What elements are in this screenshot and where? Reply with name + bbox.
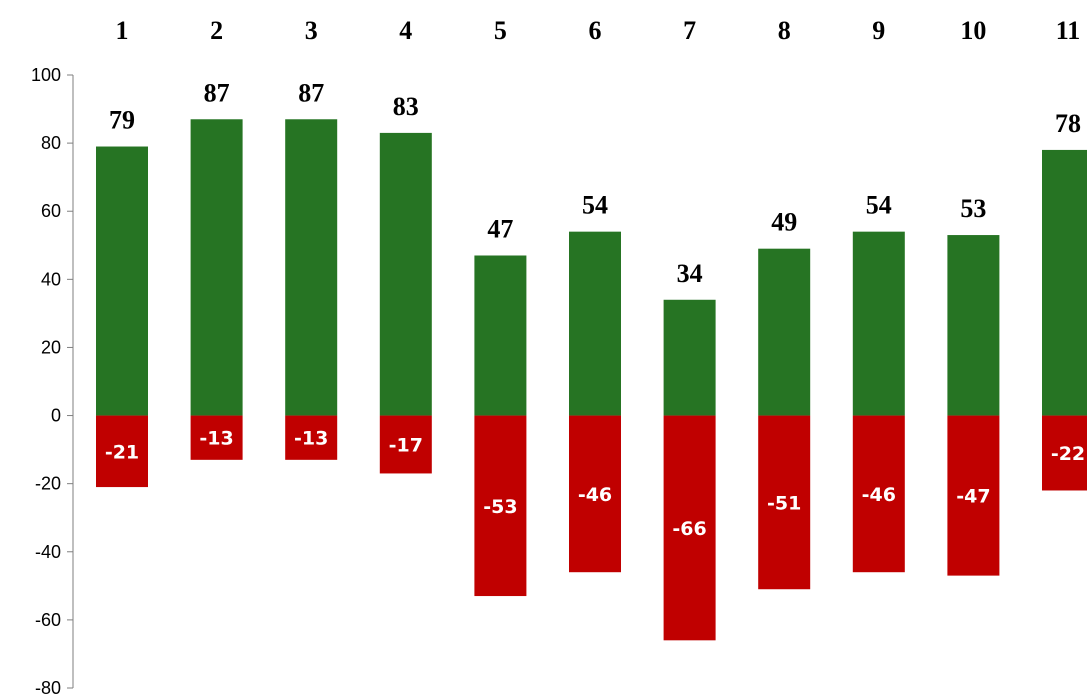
negative-bar: [474, 415, 527, 597]
positive-value-label: 87: [204, 78, 230, 107]
y-tick-label: -80: [35, 678, 61, 695]
positive-bar: [190, 119, 243, 416]
y-tick-label: 80: [41, 133, 61, 153]
positive-value-label: 54: [866, 191, 892, 220]
y-tick-label: -40: [35, 542, 61, 562]
positive-bar: [852, 231, 905, 416]
positive-bar: [758, 248, 811, 416]
positive-bar: [947, 235, 1000, 416]
positive-bar: [474, 255, 527, 416]
negative-bar: [190, 415, 243, 460]
bars: [96, 119, 1087, 641]
y-axis: 100 80 60 40 20 0 -20 -40 -60 -80: [31, 65, 74, 695]
positive-bar: [96, 146, 148, 416]
positive-bar: [569, 231, 621, 416]
positive-bar: [663, 299, 716, 416]
category-label: 1: [116, 16, 129, 45]
positive-value-label: 54: [582, 191, 608, 220]
positive-value-label: 53: [960, 194, 986, 223]
negative-bar: [758, 415, 811, 590]
y-tick-label: 40: [41, 269, 61, 289]
positive-value-label: 47: [487, 214, 513, 243]
negative-value-label: -51: [767, 492, 801, 514]
data-labels: 79 -21 87 -13 87 -13 83 -17 47 -53 54 -46 34 -66 49 -51…: [105, 78, 1085, 540]
negative-bar: [96, 415, 148, 488]
positive-value-label: 83: [393, 92, 419, 121]
category-label: 2: [210, 16, 223, 45]
positive-value-label: 49: [771, 208, 797, 237]
negative-bar: [663, 415, 716, 641]
y-tick-label: 20: [41, 337, 61, 357]
y-tick-label: 100: [31, 65, 61, 85]
positive-bar: [379, 132, 432, 416]
negative-bar: [379, 415, 432, 474]
negative-value-label: -47: [956, 486, 990, 508]
category-labels: 1 2 3 4 5 6 7 8 9 10 11: [116, 16, 1081, 45]
y-tick-label: -20: [35, 474, 61, 494]
negative-bar: [285, 415, 338, 460]
y-tick-label: -60: [35, 610, 61, 630]
positive-bar: [285, 119, 338, 416]
category-label: 6: [589, 16, 602, 45]
positive-value-label: 78: [1055, 109, 1081, 138]
category-label: 11: [1056, 16, 1081, 45]
category-label: 9: [872, 16, 885, 45]
negative-value-label: -13: [199, 428, 233, 450]
negative-bar: [1042, 415, 1087, 491]
positive-value-label: 79: [109, 106, 135, 135]
category-label: 5: [494, 16, 507, 45]
negative-value-label: -21: [105, 441, 139, 463]
negative-value-label: -13: [294, 428, 328, 450]
category-label: 8: [778, 16, 791, 45]
negative-bar: [852, 415, 905, 573]
negative-value-label: -17: [389, 435, 423, 457]
y-tick-label: 0: [51, 406, 61, 426]
negative-value-label: -46: [862, 484, 896, 506]
negative-bar: [569, 415, 621, 573]
category-label: 10: [960, 16, 986, 45]
positive-value-label: 87: [298, 78, 324, 107]
negative-bar: [947, 415, 1000, 576]
negative-value-label: -46: [578, 484, 612, 506]
category-label: 7: [683, 16, 696, 45]
negative-value-label: -22: [1051, 443, 1085, 465]
y-tick-label: 60: [41, 201, 61, 221]
positive-bar: [1042, 149, 1087, 416]
negative-value-label: -66: [672, 518, 706, 540]
positive-value-label: 34: [677, 259, 703, 288]
category-label: 4: [399, 16, 412, 45]
negative-value-label: -53: [483, 496, 517, 518]
category-label: 3: [305, 16, 318, 45]
